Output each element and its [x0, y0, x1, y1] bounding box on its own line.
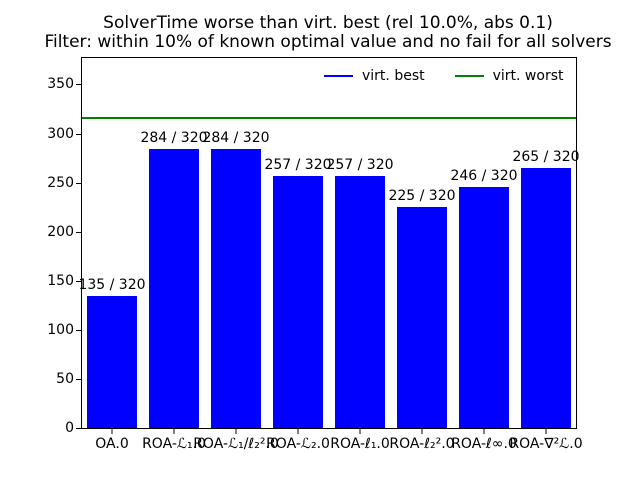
y-tick-label: 200 [47, 223, 74, 240]
x-axis-label: ROA-ℓ∞.0 [451, 436, 517, 452]
bar-value-label: 257 / 320 [264, 156, 332, 173]
bar-4 [273, 175, 323, 428]
bar-value-label: 257 / 320 [326, 156, 394, 173]
bar-5 [335, 175, 385, 428]
y-tick [76, 428, 81, 429]
x-axis-label: ROA-ℒ₂.0 [266, 436, 330, 452]
y-tick [76, 133, 81, 135]
chart-title: SolverTime worse than virt. best (rel 10… [44, 14, 611, 52]
bar-7 [459, 186, 509, 428]
legend-item-virt-worst: virt. worst [454, 68, 564, 84]
x-tick [235, 429, 237, 434]
x-axis-label: OA.0 [95, 436, 129, 452]
y-tick-label: 300 [47, 125, 74, 142]
bar-value-label: 265 / 320 [512, 148, 580, 165]
chart-title-line1: SolverTime worse than virt. best (rel 10… [103, 13, 553, 33]
virt-best-line-icon [324, 75, 353, 77]
legend-item-virt-best: virt. best [324, 68, 425, 84]
bar-6 [397, 207, 447, 428]
x-axis-label: ROA-ℒ₁/ℓ₂².0 [193, 436, 279, 452]
bar-value-label: 225 / 320 [388, 188, 456, 205]
legend: virt. best virt. worst [324, 68, 563, 84]
bar-value-label: 246 / 320 [450, 167, 518, 184]
x-tick [173, 429, 175, 434]
virt-worst-line-icon [454, 75, 484, 77]
y-tick [76, 378, 81, 380]
y-tick-label: 100 [47, 321, 74, 338]
x-tick [359, 429, 361, 434]
legend-label-virt-best: virt. best [362, 68, 425, 84]
chart-title-line2: Filter: within 10% of known optimal valu… [44, 32, 612, 52]
bar-3 [211, 149, 261, 428]
x-tick [545, 429, 547, 434]
bar-1 [87, 295, 137, 428]
x-tick [111, 429, 113, 434]
y-tick-label: 0 [65, 420, 74, 436]
y-tick [76, 231, 81, 233]
y-tick [76, 329, 81, 331]
bar-2 [149, 149, 199, 428]
y-tick-label: 150 [47, 272, 74, 289]
y-tick [76, 84, 81, 86]
x-axis-label: ROA-ℓ₂².0 [389, 436, 455, 452]
x-axis-label: ROA-ℓ₁.0 [330, 436, 390, 452]
y-tick-label: 50 [56, 370, 74, 387]
x-axis-label: ROA-ℒ₁.0 [142, 436, 206, 452]
bar-value-label: 284 / 320 [140, 130, 208, 147]
plot-area: virt. best virt. worst 135 / 320 OA.0 284 … [47, 57, 583, 452]
bar-8 [521, 167, 571, 428]
y-tick-label: 250 [47, 174, 74, 191]
x-tick [421, 429, 423, 434]
y-tick [76, 182, 81, 184]
x-tick [297, 429, 299, 434]
bar-value-label: 135 / 320 [78, 276, 146, 293]
x-axis-label: ROA-∇²ℒ.0 [509, 436, 583, 452]
virt-worst-hline [82, 116, 576, 119]
legend-label-virt-worst: virt. worst [492, 68, 564, 84]
x-tick [483, 429, 485, 434]
y-tick-label: 350 [47, 76, 74, 93]
y-tick [76, 280, 81, 282]
bar-value-label: 284 / 320 [202, 130, 270, 147]
